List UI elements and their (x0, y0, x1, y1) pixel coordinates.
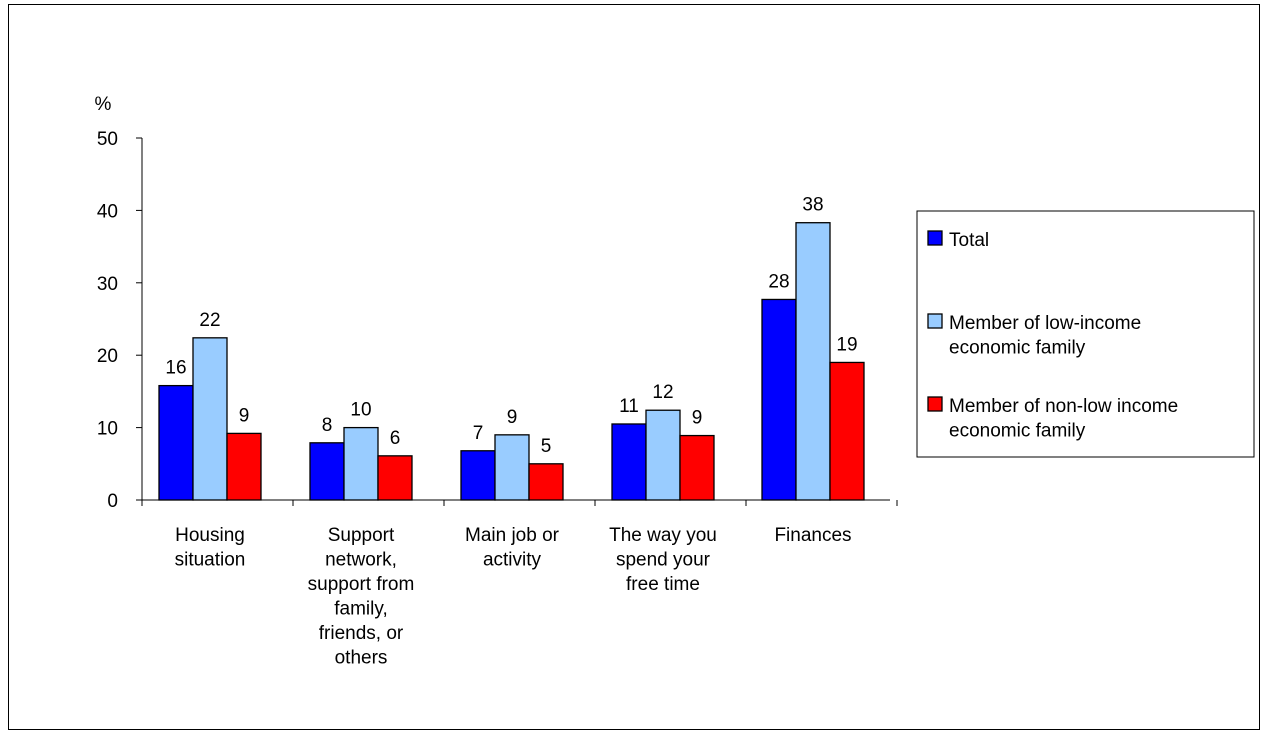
data-label: 12 (652, 382, 673, 403)
bar (645, 409, 681, 501)
bar (829, 361, 865, 501)
data-label: 7 (473, 423, 484, 444)
data-label: 9 (507, 407, 518, 428)
data-label: 8 (322, 415, 333, 436)
data-label: 28 (768, 271, 789, 292)
legend-swatch (927, 230, 943, 246)
bar (611, 423, 647, 501)
bar (309, 442, 345, 501)
x-tick-labels: Housing situation Support network, support f… (175, 525, 852, 669)
x-tick-label-line: others (335, 648, 388, 669)
legend-label: Member of non-low income economic family (949, 396, 1178, 442)
data-label: 9 (239, 405, 250, 426)
data-label: 10 (350, 400, 371, 421)
y-tick-label: 40 (97, 201, 118, 222)
x-tick-label-line: friends, or (319, 623, 404, 644)
x-tick-label-line: activity (483, 550, 542, 571)
bar (679, 434, 715, 501)
x-tick-label: The way you spend your free time (609, 525, 717, 595)
bar (226, 432, 262, 501)
data-label: 11 (619, 396, 639, 417)
data-label: 9 (692, 408, 703, 429)
data-label: 38 (802, 195, 823, 216)
bar (158, 384, 194, 501)
legend-label-line: Total (949, 230, 989, 251)
bar (761, 298, 797, 501)
legend-swatch (927, 396, 943, 412)
x-tick-label: Housing situation (175, 525, 246, 571)
bar (494, 434, 530, 501)
legend-label-line: economic family (949, 421, 1086, 442)
x-tick-label-line: network, (325, 550, 397, 571)
y-tick-label: 30 (97, 274, 118, 295)
y-tick-label: 10 (97, 419, 118, 440)
bar (377, 455, 413, 501)
data-label: 22 (199, 310, 220, 331)
data-label: 6 (390, 428, 401, 449)
x-tick-label: Support network, support from family, friend… (308, 525, 415, 669)
data-label: 16 (165, 358, 186, 379)
y-tick-label: 20 (97, 346, 118, 367)
legend-label-line: Member of low-income (949, 313, 1141, 334)
bar (192, 337, 228, 501)
x-tick-label-line: Housing (175, 525, 245, 546)
x-tick-label: Finances (774, 525, 851, 546)
data-label: 19 (836, 334, 857, 355)
x-tick-label-line: The way you (609, 525, 717, 546)
bar (795, 222, 831, 501)
x-tick-label-line: support from (308, 574, 415, 595)
x-tick-label-line: Main job or (465, 525, 560, 546)
legend-box (916, 210, 1255, 458)
x-tick-label: Main job or activity (465, 525, 560, 571)
bar (460, 450, 496, 501)
legend-label: Member of low-income economic family (949, 313, 1141, 359)
x-tick-label-line: spend your (616, 550, 711, 571)
legend-swatch (927, 313, 943, 329)
x-tick-label-line: Finances (774, 525, 851, 546)
x-tick-label-line: family, (334, 599, 387, 620)
data-labels: 16 8 7 11 28 22 10 9 12 38 9 6 5 9 19 (165, 195, 857, 457)
data-label: 5 (541, 436, 552, 457)
y-tick-label: 50 (97, 129, 118, 150)
x-tick-label-line: free time (626, 574, 700, 595)
legend-label: Total (949, 230, 989, 251)
x-tick-label-line: situation (175, 550, 246, 571)
axes: 0 10 20 30 40 50% (95, 94, 898, 512)
x-tick-label-line: Support (328, 525, 395, 546)
y-axis-label: % (95, 94, 112, 115)
legend: Total Member of low-income economic family… (916, 210, 1255, 458)
y-tick-label: 0 (107, 491, 118, 512)
bars (158, 222, 865, 501)
legend-label-line: economic family (949, 338, 1086, 359)
bar (528, 463, 564, 501)
bar (343, 426, 379, 501)
legend-label-line: Member of non-low income (949, 396, 1178, 417)
